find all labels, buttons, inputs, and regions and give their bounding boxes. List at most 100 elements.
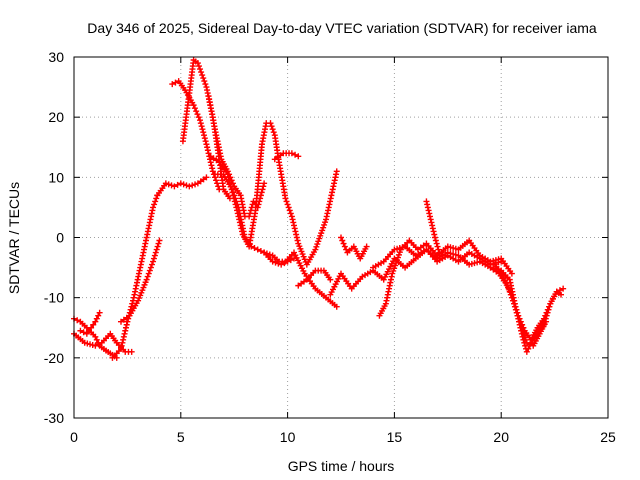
data-point-marker <box>293 231 300 238</box>
data-point-marker <box>169 81 176 88</box>
x-tick-label: 15 <box>387 429 403 445</box>
data-point-marker <box>74 317 81 324</box>
data-point-marker <box>209 165 216 172</box>
data-point-marker <box>427 216 434 223</box>
data-point-marker <box>195 114 202 121</box>
data-point-marker <box>193 108 200 115</box>
data-point-marker <box>234 207 241 214</box>
data-point-marker <box>291 225 298 232</box>
data-point-marker <box>168 182 175 189</box>
data-point-marker <box>423 198 430 205</box>
data-point-marker <box>189 182 196 189</box>
data-point-marker <box>512 306 519 313</box>
data-point-marker <box>295 153 302 160</box>
data-point-marker <box>151 201 158 208</box>
data-point-marker <box>338 234 344 241</box>
data-point-marker <box>197 117 204 124</box>
data-point-marker <box>198 123 205 130</box>
series-sat-c <box>77 309 103 337</box>
series-sat-m <box>261 249 298 268</box>
data-point-marker <box>90 321 97 328</box>
data-point-marker <box>194 60 201 67</box>
data-point-marker <box>435 246 442 253</box>
data-point-marker <box>152 198 159 205</box>
data-point-marker <box>231 198 238 205</box>
data-point-marker <box>203 174 210 181</box>
data-point-marker <box>290 219 297 226</box>
data-point-marker <box>431 234 438 241</box>
data-point-marker <box>236 219 243 226</box>
series-sat-d <box>109 192 161 361</box>
data-point-marker <box>153 246 160 253</box>
data-point-marker <box>294 237 301 244</box>
data-point-marker <box>522 336 529 343</box>
data-point-marker <box>237 222 244 229</box>
data-point-marker <box>523 348 530 355</box>
data-point-marker <box>289 216 296 223</box>
data-point-marker <box>183 182 190 189</box>
data-point-marker <box>515 315 522 322</box>
grid-lines <box>74 57 608 418</box>
data-point-marker <box>333 168 340 175</box>
y-tick-label: 0 <box>56 230 64 246</box>
data-point-marker <box>518 324 525 331</box>
data-point-marker <box>424 201 431 208</box>
data-point-marker <box>254 246 261 253</box>
x-tick-label: 5 <box>177 429 185 445</box>
series-layer <box>71 57 567 361</box>
data-point-marker <box>198 69 205 76</box>
data-point-marker <box>191 105 198 112</box>
data-point-marker <box>275 260 282 267</box>
data-point-marker <box>506 288 513 295</box>
data-point-marker <box>292 151 299 158</box>
data-point-marker <box>214 180 221 187</box>
data-point-marker <box>119 339 126 346</box>
data-point-marker <box>150 258 157 265</box>
data-point-marker <box>281 260 288 267</box>
data-point-marker <box>130 297 137 304</box>
data-point-marker <box>546 303 553 310</box>
axis-ticks: 0 5 10 15 20 25 -30 -20 -10 0 10 20 30 <box>44 49 616 445</box>
data-point-marker <box>508 294 515 301</box>
data-point-marker <box>202 138 209 145</box>
data-point-marker <box>195 63 202 70</box>
data-point-marker <box>171 183 178 190</box>
data-point-marker <box>429 222 436 229</box>
data-point-marker <box>317 232 324 239</box>
data-point-marker <box>120 333 127 340</box>
data-point-marker <box>553 288 560 295</box>
data-point-marker <box>424 204 431 211</box>
x-axis-label: GPS time / hours <box>288 458 395 474</box>
data-point-marker <box>146 267 153 274</box>
data-point-marker <box>199 72 206 79</box>
data-point-marker <box>162 180 169 187</box>
data-point-marker <box>340 240 347 247</box>
data-point-marker <box>213 177 220 184</box>
series-sat-u <box>491 261 550 349</box>
data-point-marker <box>202 81 209 88</box>
data-point-marker <box>192 181 199 188</box>
data-point-marker <box>155 240 162 247</box>
x-tick-label: 10 <box>280 429 296 445</box>
data-point-marker <box>341 243 348 250</box>
data-point-marker <box>260 183 267 190</box>
data-point-marker <box>426 210 433 217</box>
data-point-marker <box>85 327 92 334</box>
series-sat-l <box>271 150 302 163</box>
data-point-marker <box>505 285 512 292</box>
data-point-marker <box>147 264 154 271</box>
data-point-marker <box>200 75 207 82</box>
y-axis-label: SDTVAR / TECUs <box>6 182 22 294</box>
data-point-marker <box>312 246 319 253</box>
data-point-marker <box>319 227 326 234</box>
data-point-marker <box>339 237 346 244</box>
series-sat-i <box>205 93 268 220</box>
data-point-marker <box>291 222 298 229</box>
data-point-marker <box>124 318 131 325</box>
y-tick-label: -20 <box>44 350 64 366</box>
data-point-marker <box>95 312 102 319</box>
data-point-marker <box>284 258 291 265</box>
data-point-marker <box>165 181 172 188</box>
data-point-marker <box>77 327 84 334</box>
